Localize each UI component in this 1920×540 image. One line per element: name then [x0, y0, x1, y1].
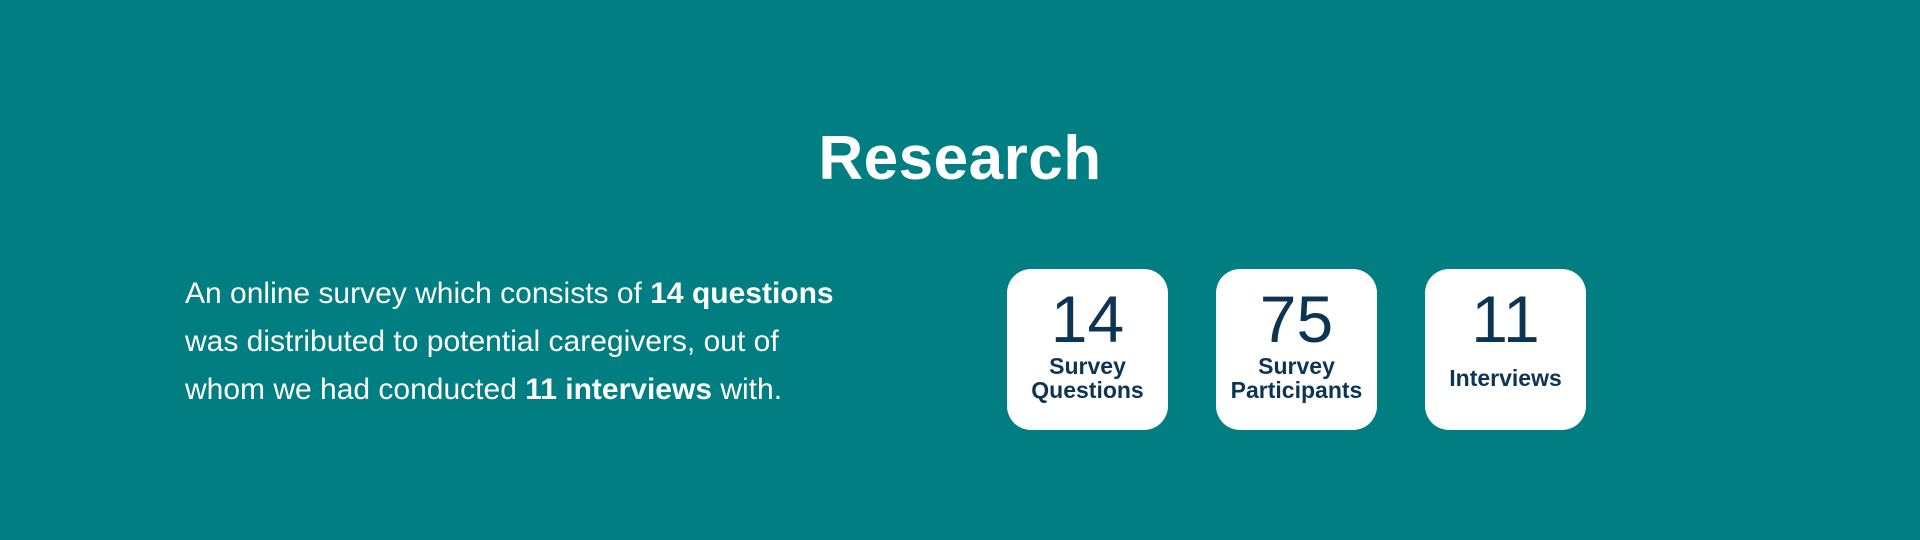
- stat-card-interviews: 11 Interviews: [1425, 269, 1586, 430]
- stat-label-line: Survey: [1049, 353, 1126, 379]
- description-highlight-interviews: 11 interviews: [525, 373, 713, 406]
- stat-label-line: Survey: [1258, 353, 1335, 379]
- stat-label: Survey Questions: [1031, 354, 1143, 402]
- stat-label-line: Participants: [1230, 377, 1363, 403]
- stats-row: 14 Survey Questions 75 Survey Participan…: [1007, 269, 1586, 430]
- description-highlight-questions: 14 questions: [650, 277, 834, 310]
- description-text: An online survey which consists of: [185, 277, 651, 310]
- description-text: with.: [712, 373, 783, 406]
- research-description: An online survey which consists of 14 qu…: [185, 270, 975, 414]
- stat-value: 11: [1471, 282, 1540, 356]
- stat-label-line: Questions: [1031, 377, 1144, 403]
- stat-label: Survey Participants: [1231, 354, 1363, 402]
- description-line-1: An online survey which consists of 14 qu…: [185, 270, 975, 318]
- stat-label: Interviews: [1449, 365, 1562, 391]
- page-title: Research: [818, 124, 1102, 193]
- stat-card-survey-questions: 14 Survey Questions: [1007, 269, 1168, 430]
- description-text: whom we had conducted: [185, 373, 526, 406]
- description-line-2: was distributed to potential caregivers,…: [185, 325, 779, 358]
- stat-card-survey-participants: 75 Survey Participants: [1216, 269, 1377, 430]
- stat-value: 75: [1259, 282, 1334, 356]
- description-line-3: whom we had conducted 11 interviews with…: [185, 366, 975, 414]
- stat-value: 14: [1050, 282, 1125, 356]
